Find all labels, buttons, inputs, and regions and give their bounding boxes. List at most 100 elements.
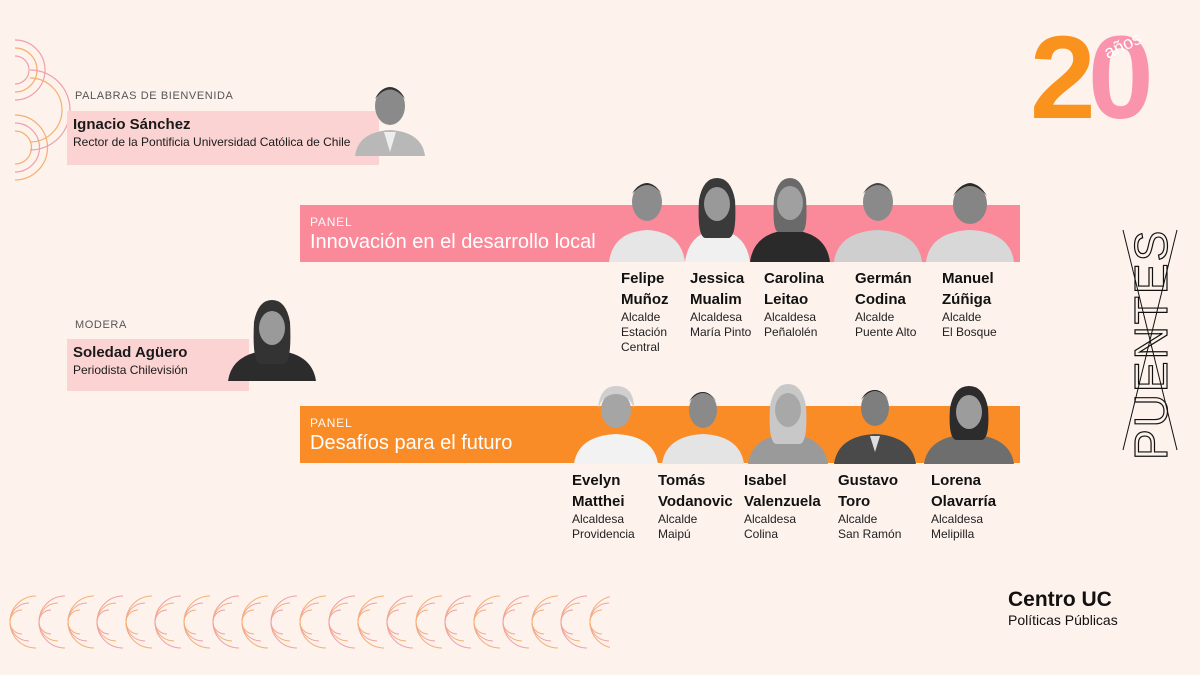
person-commune: San Ramón bbox=[838, 527, 902, 541]
anniversary-20-logo: 2 0 años bbox=[1030, 12, 1154, 130]
decorative-arcs-left bbox=[14, 39, 71, 181]
decorative-arc bbox=[299, 609, 313, 635]
person-role: Alcalde bbox=[838, 512, 878, 526]
decorative-arc bbox=[154, 609, 168, 635]
welcome-photo bbox=[350, 74, 430, 156]
person-role: Alcaldesa bbox=[764, 310, 817, 324]
welcome-name-box: Ignacio Sánchez Rector de la Pontificia … bbox=[67, 111, 379, 165]
person-first-name: Lorena bbox=[931, 472, 982, 489]
decorative-arc bbox=[212, 602, 233, 642]
decorative-arc bbox=[9, 609, 23, 635]
decorative-arc bbox=[96, 609, 110, 635]
person-first-name: Felipe bbox=[621, 270, 665, 287]
decorative-arc bbox=[473, 602, 494, 642]
person-last-name: Toro bbox=[838, 493, 871, 510]
logo-centro-uc: Centro UC bbox=[1008, 588, 1112, 611]
decorative-arc bbox=[357, 609, 371, 635]
panel2-title: Desafíos para el futuro bbox=[310, 432, 513, 454]
panel2-photo-1 bbox=[572, 380, 660, 464]
panel1-person-2: Jessica Mualim Alcaldesa María Pinto bbox=[690, 268, 751, 340]
person-first-name: Carolina bbox=[764, 270, 825, 287]
person-commune: Colina bbox=[744, 527, 779, 541]
decorative-arc bbox=[502, 602, 523, 642]
person-role: Alcalde bbox=[658, 512, 698, 526]
decorative-arc bbox=[531, 609, 545, 635]
person-role: Alcalde bbox=[942, 310, 982, 324]
person-commune: Puente Alto bbox=[855, 325, 917, 339]
decorative-arc bbox=[183, 609, 197, 635]
decorative-arc bbox=[589, 596, 610, 648]
person-last-name: Vodanovic bbox=[658, 493, 733, 510]
panel1-label: PANEL bbox=[310, 215, 353, 229]
decorative-arc bbox=[560, 609, 574, 635]
decorative-arc bbox=[531, 602, 552, 642]
moderator-role: Periodista Chilevisión bbox=[73, 363, 188, 377]
decorative-arc bbox=[473, 609, 487, 635]
person-commune: El Bosque bbox=[942, 325, 997, 339]
person-commune: Maipú bbox=[658, 527, 691, 541]
puentes-vertical-title: PUENTES bbox=[1122, 228, 1178, 461]
person-commune: Peñalolén bbox=[764, 325, 818, 339]
anniversary-number-2: 2 bbox=[1030, 12, 1096, 130]
person-last-name: Mualim bbox=[690, 291, 742, 308]
person-first-name: Jessica bbox=[690, 270, 745, 287]
person-first-name: Manuel bbox=[942, 270, 994, 287]
person-role: Alcalde bbox=[621, 310, 661, 324]
person-last-name: Valenzuela bbox=[744, 493, 821, 510]
person-first-name: Evelyn bbox=[572, 472, 621, 489]
person-first-name: Isabel bbox=[744, 472, 787, 489]
decorative-arc bbox=[212, 609, 226, 635]
panel2-person-3: Isabel Valenzuela Alcaldesa Colina bbox=[744, 470, 821, 542]
decorative-arc bbox=[154, 602, 175, 642]
moderator-name-box: Soledad Agüero Periodista Chilevisión bbox=[67, 339, 249, 391]
panel1-person-1: Felipe Muñoz Alcalde Estación Central bbox=[621, 268, 668, 355]
person-commune: Estación bbox=[621, 325, 668, 339]
panel2-person-1: Evelyn Matthei Alcaldesa Providencia bbox=[572, 470, 635, 542]
decorative-arc bbox=[560, 602, 581, 642]
decorative-arc bbox=[386, 602, 407, 642]
person-role: Alcaldesa bbox=[744, 512, 797, 526]
decorative-arc bbox=[386, 609, 400, 635]
decorative-arc bbox=[125, 602, 146, 642]
person-commune: María Pinto bbox=[690, 325, 752, 339]
decorative-arc bbox=[38, 602, 59, 642]
welcome-name: Ignacio Sánchez bbox=[73, 116, 191, 133]
decorative-arc bbox=[270, 602, 291, 642]
person-last-name: Zúñiga bbox=[942, 291, 992, 308]
person-role: Alcalde bbox=[855, 310, 895, 324]
panel1-title: Innovación en el desarrollo local bbox=[310, 231, 596, 253]
moderator-photo bbox=[226, 292, 318, 381]
logo-politicas-publicas: Políticas Públicas bbox=[1008, 612, 1118, 628]
person-commune-line2: Central bbox=[621, 340, 660, 354]
decorative-arc bbox=[270, 609, 284, 635]
decorative-arc bbox=[241, 609, 255, 635]
decorative-arc bbox=[415, 602, 436, 642]
decorative-arc bbox=[357, 602, 378, 642]
panel2-label: PANEL bbox=[310, 416, 353, 430]
decorative-arc bbox=[589, 602, 610, 642]
person-first-name: Germán bbox=[855, 270, 912, 287]
decorative-arc bbox=[589, 609, 603, 635]
panel2-person-2: Tomás Vodanovic Alcalde Maipú bbox=[658, 470, 733, 542]
person-last-name: Codina bbox=[855, 291, 906, 308]
person-first-name: Gustavo bbox=[838, 472, 899, 489]
decorative-arc bbox=[241, 602, 262, 642]
person-commune: Providencia bbox=[572, 527, 635, 541]
welcome-role: Rector de la Pontificia Universidad Cató… bbox=[73, 135, 351, 149]
person-first-name: Tomás bbox=[658, 472, 706, 489]
panel1-photo-2 bbox=[685, 170, 750, 262]
person-last-name: Olavarría bbox=[931, 493, 997, 510]
decorative-arc bbox=[183, 602, 204, 642]
decorative-arc bbox=[328, 609, 342, 635]
panel2-photo-3 bbox=[746, 380, 830, 464]
panel2-person-4: Gustavo Toro Alcalde San Ramón bbox=[838, 470, 901, 542]
decorative-arcs-bottom bbox=[9, 595, 610, 649]
welcome-label: PALABRAS DE BIENVENIDA bbox=[75, 90, 234, 102]
decorative-arc bbox=[125, 609, 139, 635]
panel2-photo-4 bbox=[832, 380, 918, 464]
decorative-arc bbox=[9, 602, 30, 642]
person-last-name: Muñoz bbox=[621, 291, 669, 308]
moderator-label: MODERA bbox=[75, 319, 127, 331]
panel1-person-5: Manuel Zúñiga Alcalde El Bosque bbox=[942, 268, 997, 340]
panel1-photo-4 bbox=[832, 170, 924, 262]
